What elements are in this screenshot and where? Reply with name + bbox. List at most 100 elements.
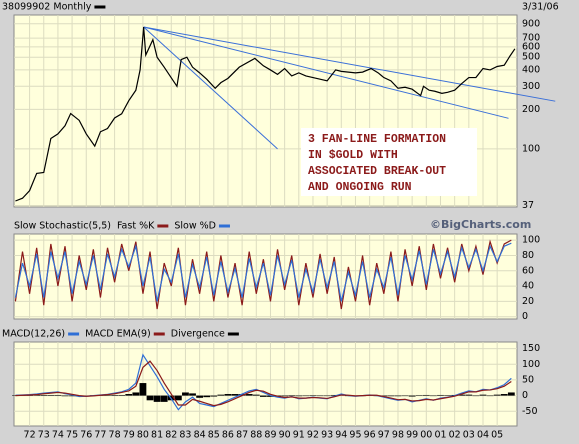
y-tick-label: 20 (522, 296, 534, 307)
divergence-bar (111, 394, 118, 396)
divergence-bar (217, 394, 225, 396)
divergence-bar (203, 395, 211, 398)
divergence-bar (465, 394, 473, 396)
x-tick-label: 79 (123, 430, 135, 441)
fan-line (143, 26, 556, 102)
divergence-bar (259, 395, 267, 397)
divergence-bar (458, 394, 466, 396)
date-label: 3/31/06 (522, 2, 559, 13)
divergence-bar (415, 395, 423, 396)
fan-line (143, 26, 509, 119)
legend-label: Slow %D (174, 221, 216, 232)
legend-label: 38099902 Monthly (2, 2, 92, 13)
divergence-bar (267, 395, 274, 397)
y-tick-label: 100 (522, 235, 540, 246)
divergence-bar (160, 395, 168, 402)
legend-label: MACD(12,26) (2, 329, 65, 340)
y-tick-label: 0 (522, 390, 528, 401)
x-tick-label: 88 (250, 430, 262, 441)
divergence-bar (507, 392, 515, 396)
divergence-bar (174, 395, 182, 401)
series-line (15, 360, 512, 407)
legend-label: MACD EMA(9) (85, 329, 151, 340)
panel-title: Slow Stochastic(5,5) (14, 221, 111, 232)
divergence-bar (387, 395, 395, 397)
divergence-bar (295, 395, 303, 397)
divergence-bar (47, 394, 55, 396)
divergence-bar (430, 395, 437, 397)
y-tick-label: 600 (522, 41, 540, 52)
x-tick-label: 94 (335, 430, 347, 441)
y-tick-label: 80 (522, 250, 534, 261)
divergence-bar (238, 394, 246, 396)
divergence-bar (118, 394, 126, 396)
divergence-bar (224, 394, 232, 396)
x-tick-label: 98 (392, 430, 404, 441)
divergence-bar (422, 394, 430, 396)
y-tick-label: 400 (522, 64, 540, 75)
legend-label: Divergence (171, 329, 225, 340)
x-tick-label: 93 (321, 430, 333, 441)
divergence-bar (444, 395, 451, 396)
divergence-bar (408, 395, 416, 397)
divergence-bar (245, 394, 253, 396)
divergence-bar (182, 392, 189, 396)
x-tick-label: 87 (236, 430, 248, 441)
annotation: 3 FAN-LINE FORMATION (308, 133, 446, 146)
x-tick-label: 76 (80, 430, 92, 441)
x-tick-label: 03 (463, 430, 475, 441)
x-tick-label: 05 (491, 430, 503, 441)
divergence-bar (493, 394, 501, 396)
divergence-bar (302, 395, 310, 397)
x-tick-label: 97 (378, 430, 390, 441)
divergence-bar (33, 394, 41, 396)
divergence-bar (139, 383, 147, 396)
y-tick-label: 200 (522, 104, 540, 115)
x-tick-label: 72 (24, 430, 36, 441)
y-tick-label: 60 (522, 265, 534, 276)
y-tick-label: 900 (522, 18, 540, 29)
y-tick-label: 300 (522, 81, 540, 92)
divergence-bar (479, 394, 487, 396)
x-tick-label: 99 (406, 430, 418, 441)
y-tick-label: 40 (522, 281, 534, 292)
divergence-bar (61, 395, 69, 397)
divergence-bar (330, 394, 338, 396)
divergence-bar (210, 395, 218, 397)
divergence-bar (316, 395, 324, 397)
x-tick-label: 78 (109, 430, 121, 441)
divergence-bar (252, 394, 260, 396)
x-tick-label: 91 (293, 430, 305, 441)
x-tick-label: 01 (434, 430, 446, 441)
stochastic-panel (13, 233, 518, 320)
y-tick-label: 0 (522, 311, 528, 322)
divergence-bar (486, 395, 494, 397)
x-tick-label: 82 (165, 430, 177, 441)
x-tick-label: 92 (307, 430, 319, 441)
divergence-bar (125, 394, 133, 396)
divergence-bar (401, 395, 409, 397)
y-tick-label: 100 (522, 359, 540, 370)
divergence-bar (309, 395, 317, 396)
divergence-bar (281, 395, 289, 397)
x-tick-label: 02 (449, 430, 461, 441)
x-tick-label: 74 (52, 430, 64, 441)
x-tick-label: 04 (477, 430, 489, 441)
divergence-bar (231, 394, 239, 396)
x-tick-label: 95 (349, 430, 361, 441)
divergence-bar (323, 395, 331, 397)
fan-line (143, 26, 278, 150)
x-tick-label: 00 (420, 430, 432, 441)
divergence-bar (54, 394, 62, 396)
x-tick-label: 73 (38, 430, 50, 441)
divergence-bar (68, 395, 76, 397)
divergence-bar (394, 395, 402, 397)
divergence-bar (132, 392, 140, 396)
y-tick-label: 50 (522, 374, 534, 385)
x-tick-label: 85 (208, 430, 220, 441)
x-tick-label: 89 (264, 430, 276, 441)
x-tick-label: 90 (279, 430, 291, 441)
x-tick-label: 96 (364, 430, 376, 441)
x-tick-label: 86 (222, 430, 234, 441)
